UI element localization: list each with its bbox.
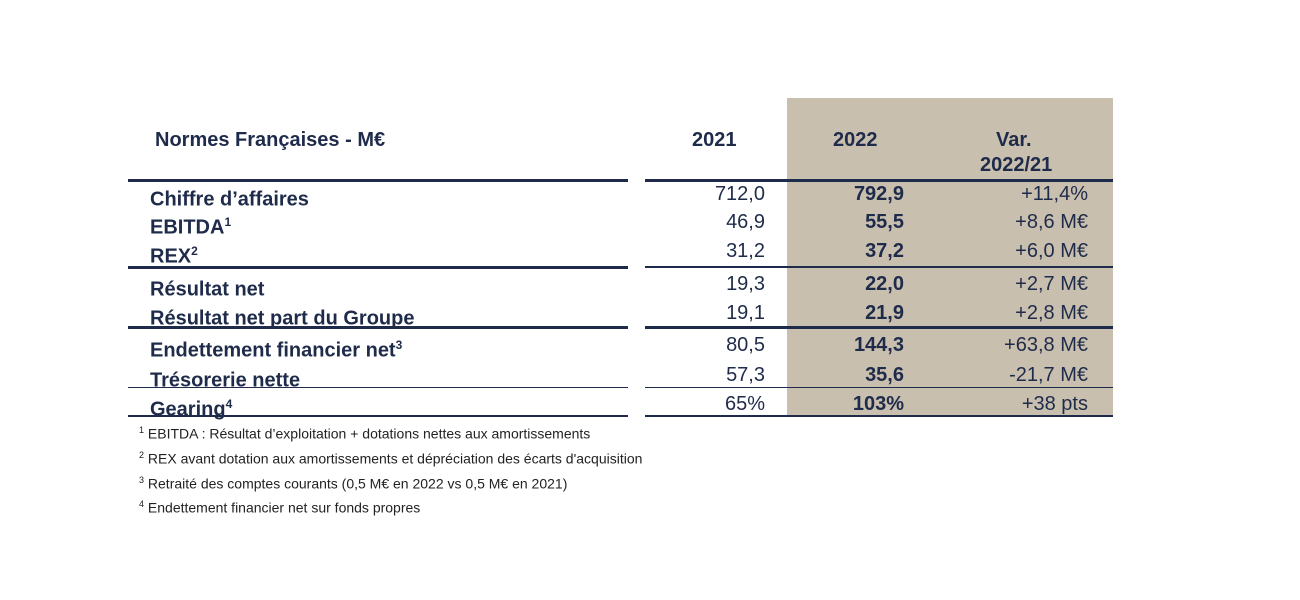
footnote: 3 Retraité des comptes courants (0,5 M€ …	[139, 475, 567, 492]
header-2022: 2022	[833, 129, 878, 151]
footnote-text: EBITDA : Résultat d’exploitation + dotat…	[147, 425, 591, 442]
value-variation: +2,7 M€	[1015, 273, 1088, 295]
header-2021: 2021	[692, 129, 737, 151]
divider	[128, 415, 628, 417]
divider	[128, 179, 628, 182]
value-variation: +6,0 M€	[1015, 240, 1088, 262]
table-row: Résultat net part du Groupe 19,1 21,9 +2…	[0, 299, 1300, 330]
row-label-text: Chiffre d’affaires	[150, 188, 309, 211]
table-row: REX2 31,2 37,2 +6,0 M€	[0, 237, 1300, 268]
value-2021: 65%	[724, 393, 765, 415]
table-row: Résultat net 19,3 22,0 +2,7 M€	[0, 270, 1300, 301]
footnote-text: REX avant dotation aux amortissements et…	[147, 450, 643, 467]
value-2021: 46,9	[726, 211, 765, 233]
row-label: Gearing4	[150, 390, 232, 425]
row-label: Trésorerie nette	[150, 361, 300, 396]
highlight-column-2022	[787, 98, 1113, 416]
row-label-text: Résultat net	[150, 278, 265, 301]
value-variation: +2,8 M€	[1015, 302, 1088, 324]
value-2022: 144,3	[853, 334, 904, 356]
header-var-line1: Var.	[996, 129, 1032, 151]
row-label: Chiffre d’affaires	[150, 180, 309, 215]
footnote-ref: 3	[395, 338, 403, 352]
divider	[128, 266, 628, 269]
value-2021: 19,1	[726, 302, 765, 324]
value-variation: +63,8 M€	[1004, 334, 1088, 356]
row-label: EBITDA1	[150, 208, 231, 243]
footnote-ref: 2	[191, 244, 198, 258]
divider	[128, 326, 628, 329]
row-label: REX2	[150, 237, 198, 272]
footnote-text: Endettement financier net sur fonds prop…	[147, 499, 421, 516]
value-variation: -21,7 M€	[1009, 364, 1088, 386]
row-label-text: Endettement financier net	[150, 339, 396, 362]
value-2021: 57,3	[726, 364, 765, 386]
value-2022: 103%	[852, 393, 904, 415]
row-label: Endettement financier net3	[150, 331, 402, 366]
value-2021: 80,5	[726, 334, 765, 356]
value-2021: 712,0	[714, 183, 765, 205]
table-row: Chiffre d’affaires 712,0 792,9 +11,4%	[0, 180, 1300, 211]
footnote: 4 Endettement financier net sur fonds pr…	[139, 499, 420, 516]
value-2022: 35,6	[865, 364, 904, 386]
value-2022: 55,5	[865, 211, 904, 233]
footnote-ref: 1	[224, 215, 232, 229]
divider	[645, 179, 1113, 182]
row-label-text: EBITDA	[150, 216, 225, 239]
value-2022: 792,9	[853, 183, 904, 205]
footnote: 1 EBITDA : Résultat d’exploitation + dot…	[139, 425, 590, 442]
value-variation: +38 pts	[1021, 393, 1088, 415]
table-title: Normes Françaises - M€	[155, 129, 386, 151]
row-label-text: Trésorerie nette	[150, 369, 301, 392]
footnote: 2 REX avant dotation aux amortissements …	[139, 450, 642, 467]
footnote-ref: 4	[225, 397, 233, 411]
divider	[128, 387, 628, 388]
row-label: Résultat net part du Groupe	[150, 299, 414, 334]
divider	[645, 266, 1113, 268]
footnote-text: Retraité des comptes courants (0,5 M€ en…	[147, 475, 568, 492]
table-row: EBITDA1 46,9 55,5 +8,6 M€	[0, 208, 1300, 239]
footnote-number: 2	[139, 450, 145, 460]
value-2022: 22,0	[865, 273, 904, 295]
value-2022: 37,2	[865, 240, 904, 262]
header-var-line2: 2022/21	[980, 154, 1053, 176]
footnote-number: 1	[139, 425, 145, 435]
row-label-text: Gearing	[150, 398, 226, 421]
value-2022: 21,9	[865, 302, 904, 324]
value-variation: +8,6 M€	[1015, 211, 1088, 233]
footnote-number: 3	[139, 475, 145, 485]
table-row: Endettement financier net3 80,5 144,3 +6…	[0, 331, 1300, 362]
table-row: Trésorerie nette 57,3 35,6 -21,7 M€	[0, 361, 1300, 392]
value-variation: +11,4%	[1021, 183, 1088, 205]
footnote-number: 4	[139, 499, 145, 509]
divider	[645, 387, 1113, 388]
row-label: Résultat net	[150, 270, 264, 305]
value-2021: 19,3	[726, 273, 765, 295]
table-row: Gearing4 65% 103% +38 pts	[0, 390, 1300, 421]
divider	[645, 326, 1113, 329]
row-label-text: Résultat net part du Groupe	[150, 307, 415, 330]
row-label-text: REX	[150, 245, 192, 268]
value-2021: 31,2	[726, 240, 765, 262]
divider	[645, 415, 1113, 417]
